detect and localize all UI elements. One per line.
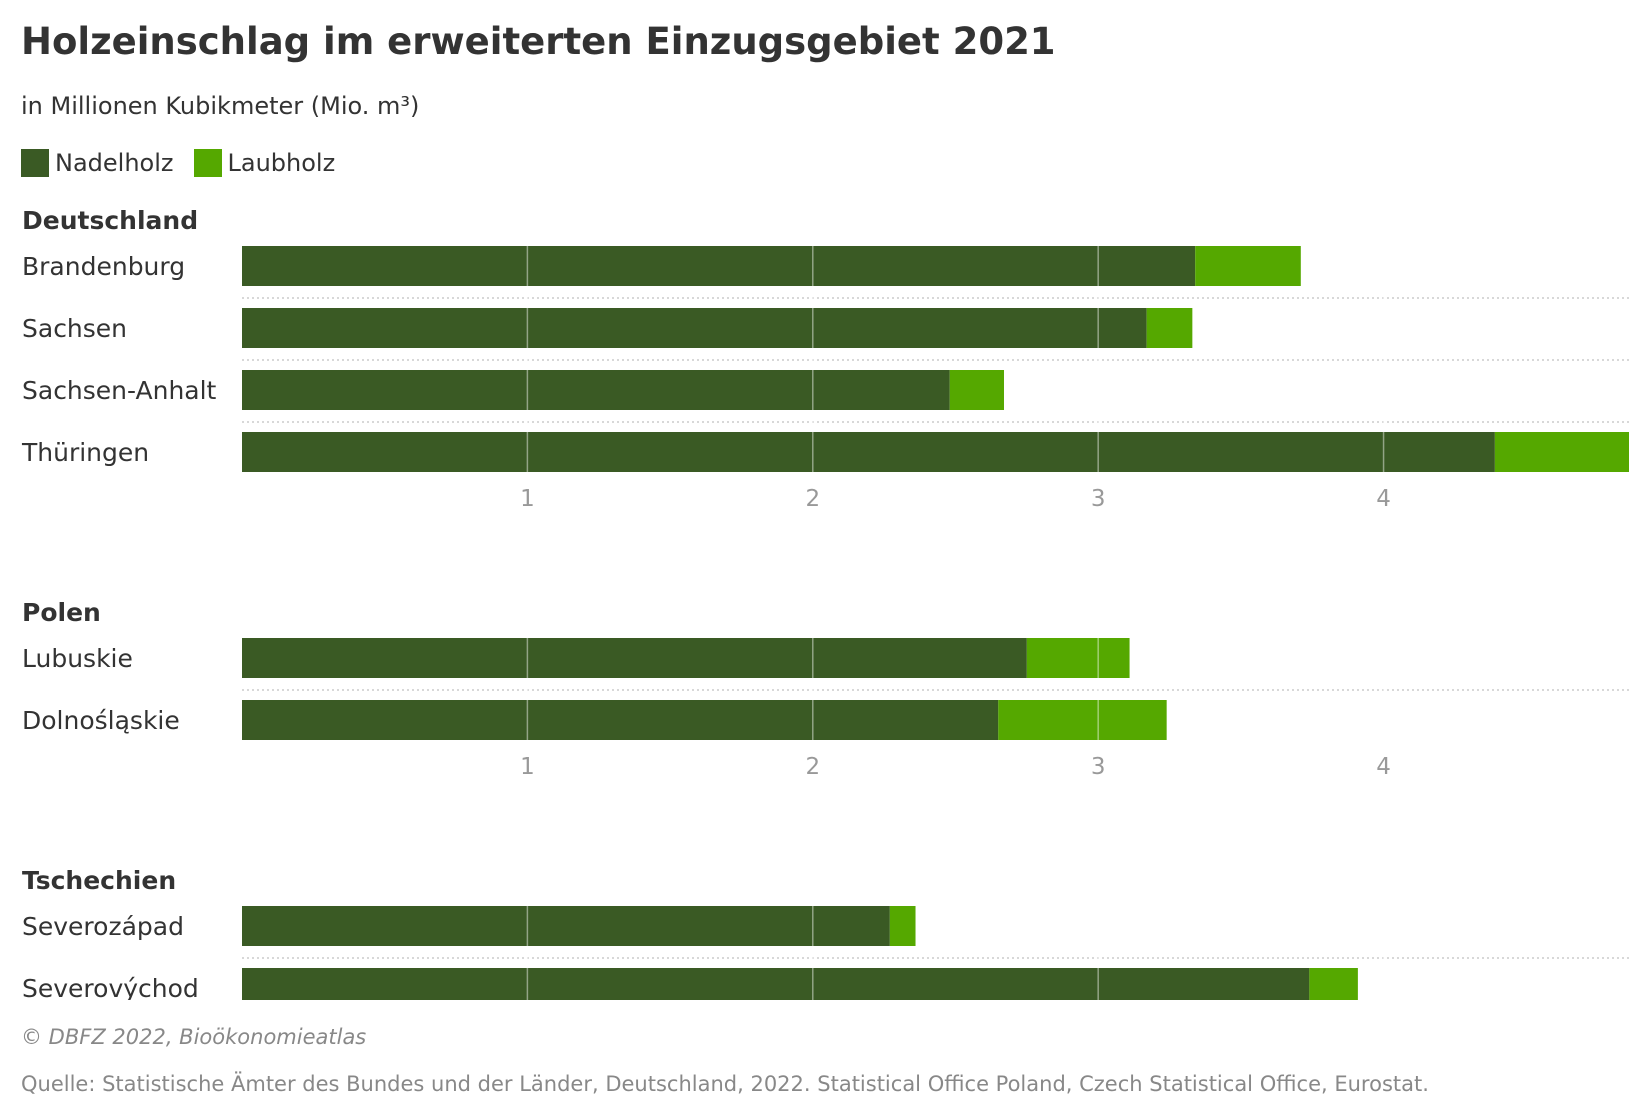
chart-subtitle: in Millionen Kubikmeter (Mio. m³) <box>21 92 420 120</box>
legend-item-laubholz[interactable]: Laubholz <box>193 149 336 177</box>
bar-lubuskie-laubholz <box>1026 638 1130 678</box>
bar-severozapad-laubholz <box>889 906 916 946</box>
bar-thuringen-nadelholz <box>242 432 1495 472</box>
row-label-thuringen: Thüringen <box>21 438 149 467</box>
bar-severozapad-nadelholz <box>242 906 890 946</box>
row-label-sachsen: Sachsen <box>22 314 127 343</box>
row-label-lubuskie: Lubuskie <box>22 644 133 673</box>
legend-swatch-laubholz <box>193 149 222 177</box>
tick-label-polen-4: 4 <box>1376 754 1391 780</box>
tick-label-deutschland-2: 2 <box>805 486 820 512</box>
tick-label-polen-2: 2 <box>805 754 820 780</box>
bar-severovychod-laubholz <box>1309 968 1358 1000</box>
bar-dolnoslaskie-nadelholz <box>242 700 999 740</box>
group-label-polen: Polen <box>22 598 101 627</box>
row-label-brandenburg: Brandenburg <box>22 252 185 281</box>
legend-item-nadelholz[interactable]: Nadelholz <box>21 149 174 177</box>
bar-sachsen-anhalt-nadelholz <box>242 370 950 410</box>
bar-brandenburg-nadelholz <box>242 246 1196 286</box>
bar-chart: Deutschland Brandenburg Sachsen Sachsen-Anh… <box>21 206 1629 1000</box>
legend-label-laubholz: Laubholz <box>227 149 336 177</box>
legend-label-nadelholz: Nadelholz <box>55 149 174 177</box>
tick-label-polen-3: 3 <box>1091 754 1106 780</box>
legend: Nadelholz Laubholz <box>21 148 355 178</box>
tick-label-polen-1: 1 <box>520 754 535 780</box>
tick-label-deutschland-1: 1 <box>520 486 535 512</box>
tick-label-deutschland-3: 3 <box>1091 486 1106 512</box>
bar-sachsen-anhalt-laubholz <box>949 370 1004 410</box>
bar-severovychod-nadelholz <box>242 968 1310 1000</box>
row-label-severozapad: Severozápad <box>22 912 184 941</box>
group-label-tschechien: Tschechien <box>22 866 176 895</box>
row-label-sachsen-anhalt: Sachsen-Anhalt <box>22 376 217 405</box>
bar-sachsen-laubholz <box>1146 308 1193 348</box>
legend-swatch-nadelholz <box>21 149 49 177</box>
row-label-severovychod: Severovýchod <box>22 974 199 1000</box>
row-label-dolnoslaskie: Dolnośląskie <box>22 706 180 735</box>
source-note: Quelle: Statistische Ämter des Bundes un… <box>21 1072 1429 1096</box>
bar-thuringen-laubholz <box>1494 432 1629 472</box>
bar-dolnoslaskie-laubholz <box>998 700 1167 740</box>
chart-title: Holzeinschlag im erweiterten Einzugsgebi… <box>21 20 1056 63</box>
group-label-deutschland: Deutschland <box>22 206 198 235</box>
bar-lubuskie-nadelholz <box>242 638 1027 678</box>
bar-brandenburg-laubholz <box>1195 246 1301 286</box>
copyright-note: © DBFZ 2022, Bioökonomieatlas <box>21 1025 367 1049</box>
tick-label-deutschland-4: 4 <box>1376 486 1391 512</box>
bar-sachsen-nadelholz <box>242 308 1147 348</box>
